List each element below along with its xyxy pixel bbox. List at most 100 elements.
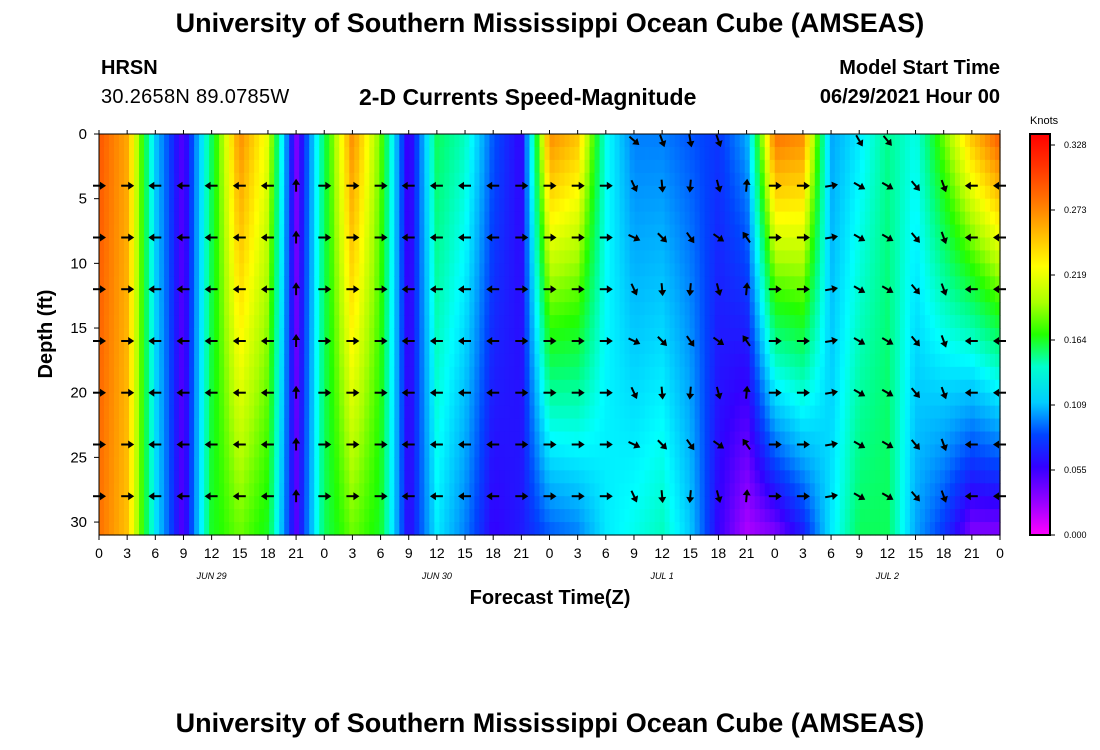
heatmap-cell xyxy=(314,509,320,523)
heatmap-cell xyxy=(204,483,210,497)
heatmap-cell xyxy=(754,366,761,381)
heatmap-cell xyxy=(719,146,726,161)
heatmap-cell xyxy=(664,224,671,239)
heatmap-cell xyxy=(259,522,265,536)
heatmap-cell xyxy=(429,431,435,446)
heatmap-cell xyxy=(524,470,531,484)
heatmap-cell xyxy=(354,263,360,277)
heatmap-cell xyxy=(324,483,330,497)
heatmap-cell xyxy=(144,237,150,252)
heatmap-cell xyxy=(369,237,375,252)
heatmap-cell xyxy=(534,146,541,161)
heatmap-cell xyxy=(869,366,876,381)
heatmap-cell xyxy=(309,340,315,355)
heatmap-cell xyxy=(119,340,125,355)
heatmap-cell xyxy=(304,457,310,471)
heatmap-cell xyxy=(179,392,185,407)
heatmap-cell xyxy=(864,224,871,239)
heatmap-cell xyxy=(479,185,486,200)
heatmap-cell xyxy=(479,134,486,148)
heatmap-cell xyxy=(234,470,240,484)
heatmap-cell xyxy=(169,340,175,355)
heatmap-cell xyxy=(584,392,591,407)
heatmap-cell xyxy=(399,134,405,148)
heatmap-cell xyxy=(434,444,440,458)
heatmap-cell xyxy=(659,185,666,200)
heatmap-cell xyxy=(419,509,425,523)
heatmap-cell xyxy=(679,418,686,433)
heatmap-cell xyxy=(159,405,165,420)
heatmap-cell xyxy=(299,522,305,536)
heatmap-cell xyxy=(229,483,235,497)
heatmap-cell xyxy=(424,211,430,226)
heatmap-cell xyxy=(319,172,325,187)
heatmap-cell xyxy=(644,457,651,471)
heatmap-cell xyxy=(869,353,876,368)
heatmap-cell xyxy=(399,431,405,446)
heatmap-cell xyxy=(444,418,450,433)
heatmap-cell xyxy=(499,340,506,355)
heatmap-cell xyxy=(149,134,155,148)
heatmap-cell xyxy=(164,289,170,303)
heatmap-cell xyxy=(519,418,526,433)
heatmap-cell xyxy=(769,198,776,213)
heatmap-cell xyxy=(634,496,641,510)
heatmap-cell xyxy=(639,379,646,394)
heatmap-cell xyxy=(439,328,445,342)
heatmap-cell xyxy=(654,470,661,484)
heatmap-cell xyxy=(749,405,756,420)
heatmap-cell xyxy=(594,224,601,239)
heatmap-cell xyxy=(199,496,205,510)
heatmap-cell xyxy=(444,224,450,239)
heatmap-cell xyxy=(834,405,841,420)
heatmap-cell xyxy=(119,353,125,368)
heatmap-cell xyxy=(589,418,596,433)
heatmap-cell xyxy=(284,340,290,355)
heatmap-cell xyxy=(704,328,711,342)
heatmap-cell xyxy=(284,211,290,226)
heatmap-cell xyxy=(684,444,691,458)
heatmap-cell xyxy=(154,237,160,252)
heatmap-cell xyxy=(549,379,556,394)
heatmap-cell xyxy=(739,340,746,355)
heatmap-cell xyxy=(334,457,340,471)
heatmap-cell xyxy=(654,340,661,355)
heatmap-cell xyxy=(694,470,701,484)
heatmap-cell xyxy=(339,159,345,174)
heatmap-cell xyxy=(564,431,571,446)
heatmap-cell xyxy=(189,470,195,484)
heatmap-cell xyxy=(559,470,566,484)
heatmap-cell xyxy=(749,237,756,252)
model-start-value: 06/29/2021 Hour 00 xyxy=(819,86,1000,108)
heatmap-cell xyxy=(789,431,796,446)
heatmap-cell xyxy=(199,146,205,161)
heatmap-cell xyxy=(414,185,420,200)
heatmap-cell xyxy=(164,340,170,355)
heatmap-cell xyxy=(344,289,350,303)
heatmap-cell xyxy=(574,224,581,239)
heatmap-cell xyxy=(864,483,871,497)
heatmap-cell xyxy=(844,224,851,239)
heatmap-cell xyxy=(439,224,445,239)
heatmap-cell xyxy=(364,392,370,407)
heatmap-cell xyxy=(869,379,876,394)
heatmap-cell xyxy=(149,198,155,213)
heatmap-cell xyxy=(789,444,796,458)
heatmap-cell xyxy=(644,379,651,394)
heatmap-cell xyxy=(239,483,245,497)
heatmap-cell xyxy=(419,237,425,252)
heatmap-cell xyxy=(554,418,561,433)
heatmap-cell xyxy=(324,457,330,471)
heatmap-cell xyxy=(104,496,110,510)
heatmap-cell xyxy=(269,418,275,433)
heatmap-cell xyxy=(654,457,661,471)
heatmap-cell xyxy=(809,444,816,458)
heatmap-cell xyxy=(139,237,145,252)
heatmap-cell xyxy=(454,379,460,394)
heatmap-cell xyxy=(599,483,606,497)
heatmap-cell xyxy=(149,392,155,407)
heatmap-cell xyxy=(324,315,330,329)
heatmap-cell xyxy=(484,328,491,342)
heatmap-cell xyxy=(99,379,105,394)
heatmap-cell xyxy=(619,185,626,200)
